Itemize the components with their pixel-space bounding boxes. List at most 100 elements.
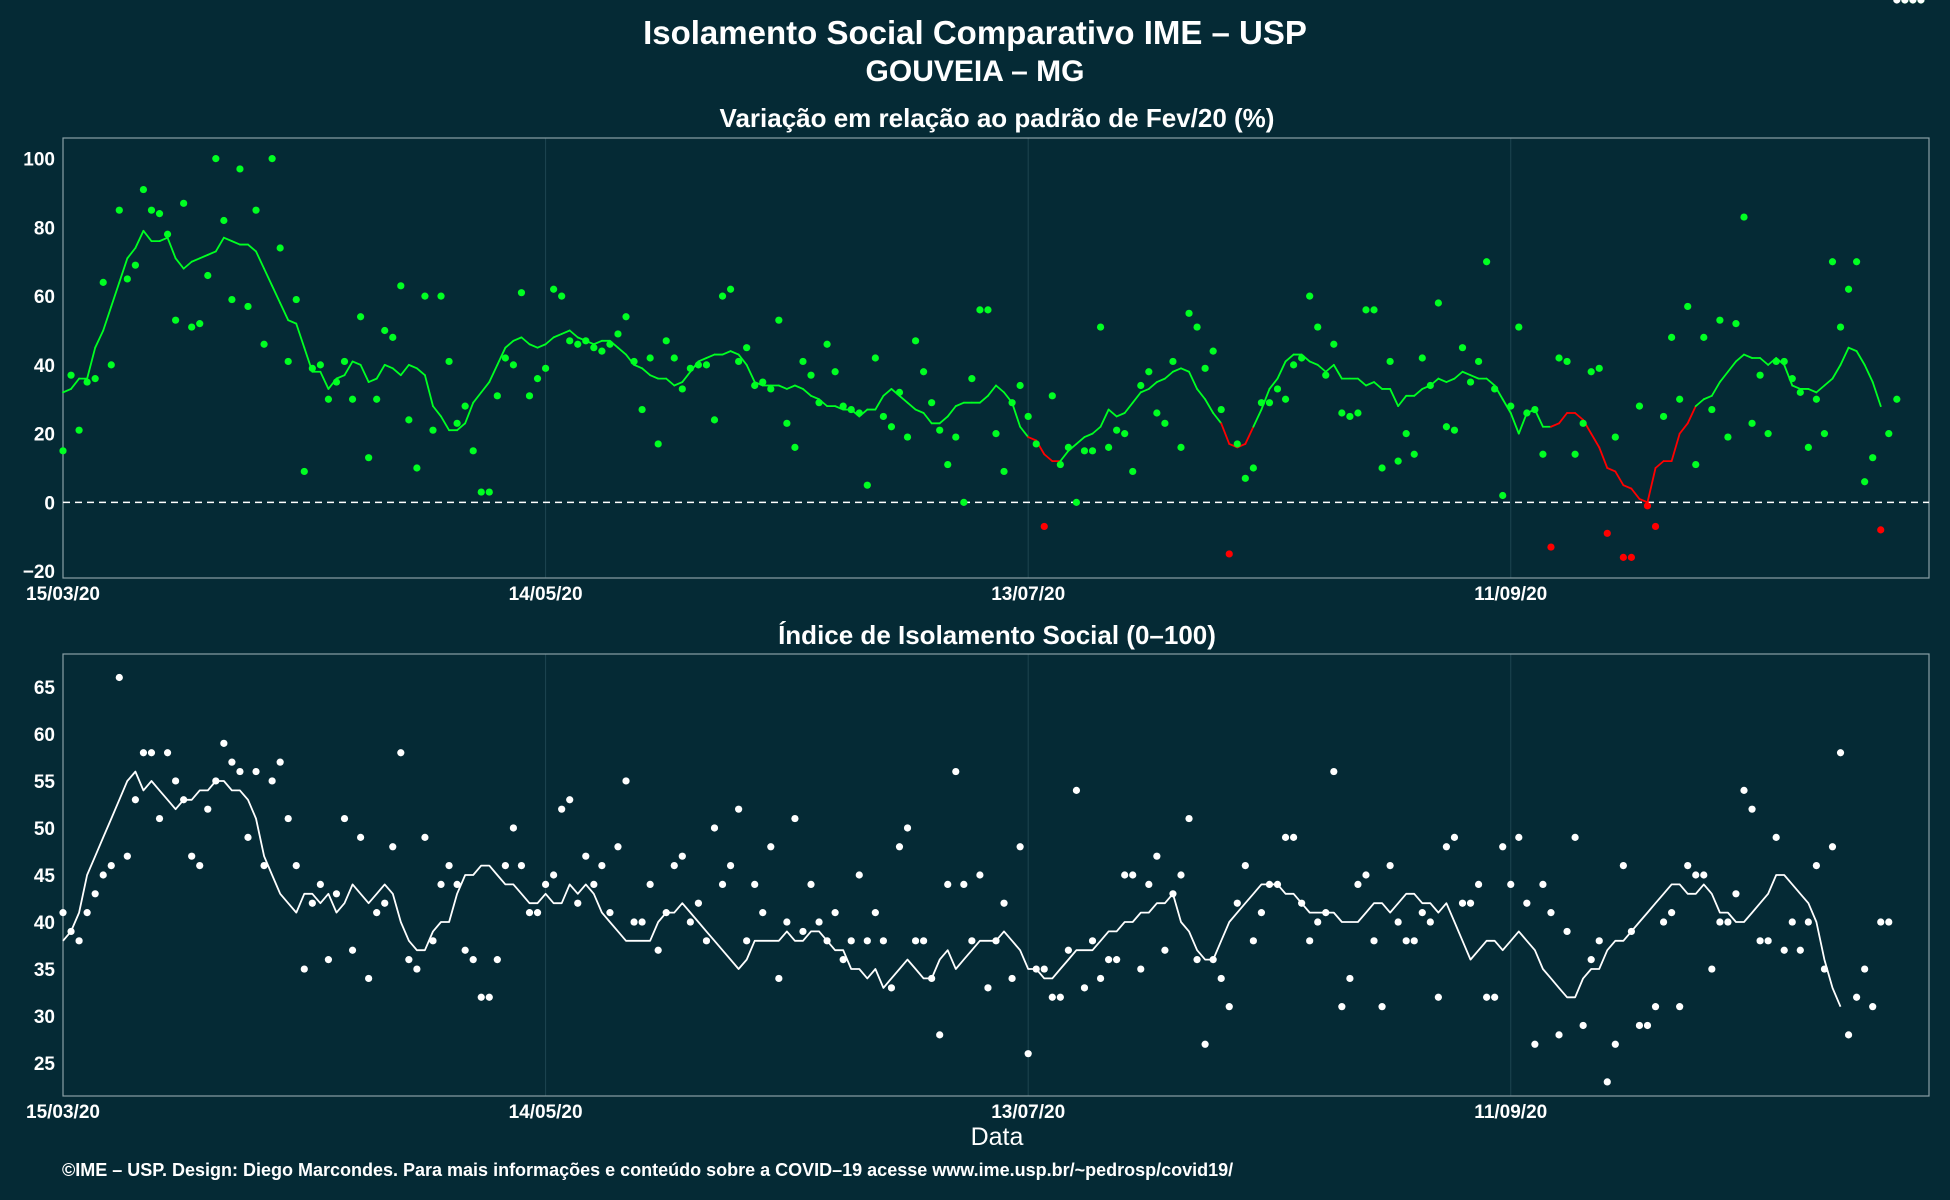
data-point [1917,0,1925,4]
moving-average-segment [407,363,418,370]
data-point [477,488,485,496]
data-point [767,843,775,851]
moving-average-segment [464,401,475,425]
data-point [332,890,341,898]
data-point [236,767,244,776]
y-tick-label: 55 [34,772,56,793]
moving-average-segment [617,346,627,356]
moving-average-segment [1863,363,1874,383]
data-point [348,946,357,954]
data-point [855,871,863,879]
moving-average-segment [182,260,193,270]
moving-average-segment [802,388,812,397]
data-point [268,155,276,163]
data-point [469,956,477,964]
data-point [1105,443,1113,451]
moving-average-segment [729,350,740,356]
moving-average-segment [1791,384,1802,390]
data-point [1330,767,1338,776]
data-point [493,392,501,400]
moving-average-segment [472,391,483,404]
moving-average-segment [1469,374,1480,380]
data-point [1668,909,1676,917]
data-point [751,880,759,889]
moving-average-segment [1727,360,1737,373]
data-point [1491,385,1499,393]
data-point [276,758,284,766]
moving-average-segment [375,363,386,380]
data-point [1056,460,1064,469]
data-point [590,344,598,352]
data-point [1764,937,1772,945]
x-tick-label: 13/07/20 [991,584,1065,605]
data-point [1410,937,1418,945]
data-point [236,165,244,173]
data-point [1177,871,1185,879]
moving-average-line [62,770,1842,1008]
data-point [1169,890,1177,898]
moving-average-segment [673,381,684,387]
data-point [340,357,349,366]
data-point [1659,412,1668,421]
data-point [1314,918,1322,926]
moving-average-segment [488,363,499,383]
data-point [1193,323,1201,331]
data-point [590,880,598,889]
main-subtitle: GOUVEIA – MG [866,55,1085,88]
data-point [1016,381,1024,390]
data-point [839,956,847,964]
moving-average-segment [1324,363,1335,373]
data-point [1241,474,1249,482]
data-point [662,909,670,917]
moving-average-segment [351,360,362,366]
data-point [1024,412,1032,421]
data-point [204,805,212,813]
data-point [735,357,743,366]
data-point [1483,258,1491,266]
data-point [944,460,952,469]
data-point [1330,340,1338,348]
data-point [1129,467,1137,476]
moving-average-segment [1397,394,1408,408]
y-tick-label: 25 [34,1054,56,1075]
x-tick-label: 11/09/20 [1474,584,1547,605]
data-point [976,306,984,314]
data-point [308,364,316,372]
data-point [622,313,630,321]
moving-average-segment [1598,446,1609,469]
x-tick-label: 15/03/20 [26,584,100,605]
data-point [1563,927,1571,936]
moving-average-segment [898,394,909,404]
data-point [212,777,220,785]
data-point [131,796,139,804]
data-point [1193,956,1201,964]
data-point [1121,871,1129,879]
data-point [437,292,445,300]
data-point [871,354,879,362]
data-point [188,852,196,860]
data-point [1716,316,1724,324]
data-point [1257,909,1266,917]
data-point [1298,899,1306,907]
data-point [1692,460,1700,469]
data-point [340,814,349,823]
data-point [308,899,316,907]
data-point [1611,1040,1619,1048]
data-point [807,371,815,379]
moving-average-segment [126,247,137,260]
data-point [405,956,413,964]
data-point [1137,965,1145,973]
moving-average-segment [954,401,965,408]
data-point [1635,402,1644,410]
data-point [968,375,976,383]
data-point [879,937,887,945]
data-point [839,402,847,410]
moving-average-segment [1501,398,1512,414]
moving-average-segment [480,381,491,394]
data-point [99,278,107,286]
x-axis-label: Data [971,1123,1024,1151]
data-point [1129,871,1137,879]
data-point [574,340,582,348]
data-point [598,347,606,355]
data-point [831,368,839,376]
